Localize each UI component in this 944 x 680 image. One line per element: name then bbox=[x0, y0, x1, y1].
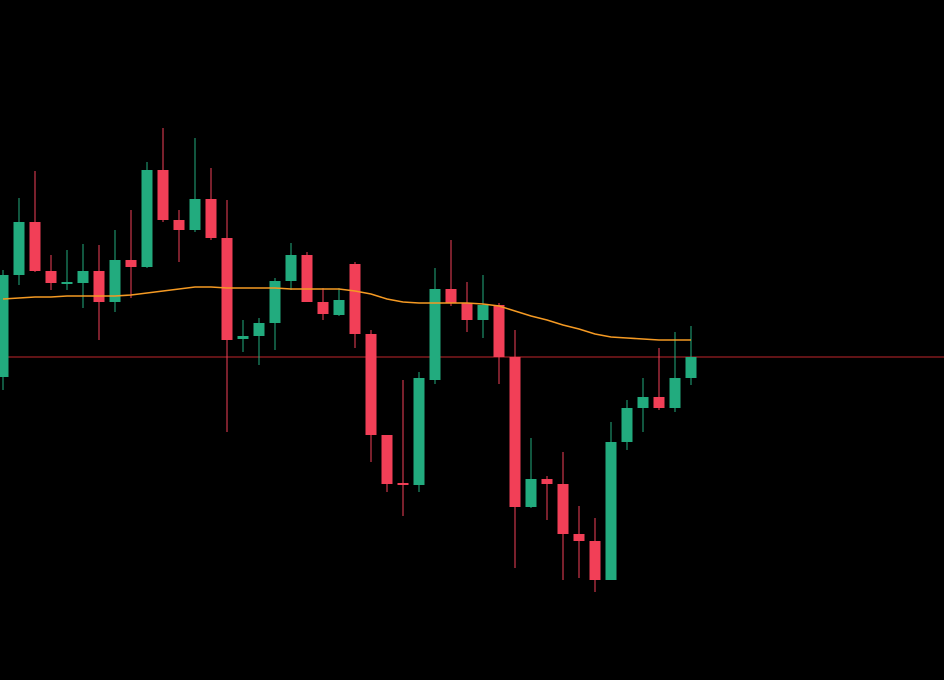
candle-body bbox=[109, 260, 121, 302]
candle-body bbox=[685, 357, 697, 378]
candle-body bbox=[381, 435, 393, 484]
candle-body bbox=[221, 238, 233, 340]
candle-body bbox=[29, 222, 41, 271]
candle-body bbox=[397, 483, 409, 485]
candle-body bbox=[525, 479, 537, 507]
candle-body bbox=[157, 170, 169, 220]
candle-body bbox=[637, 397, 649, 408]
candle-body bbox=[93, 271, 105, 302]
candle-body bbox=[605, 442, 617, 580]
candle-body bbox=[573, 534, 585, 541]
candle-body bbox=[0, 275, 9, 377]
candle-body bbox=[669, 378, 681, 408]
candle-body bbox=[333, 300, 345, 315]
candle-body bbox=[493, 305, 505, 357]
candle-body bbox=[205, 199, 217, 238]
candle-body bbox=[461, 303, 473, 320]
candle-body bbox=[13, 222, 25, 275]
moving-average bbox=[2, 286, 691, 341]
candle-body bbox=[589, 541, 601, 580]
candle-body bbox=[45, 271, 57, 283]
candle-body bbox=[301, 255, 313, 302]
candle-body bbox=[173, 220, 185, 230]
candle-body bbox=[77, 271, 89, 283]
candle-body bbox=[285, 255, 297, 281]
candle-body bbox=[365, 334, 377, 435]
candle-body bbox=[445, 289, 457, 303]
candle-body bbox=[237, 336, 249, 339]
candle-body bbox=[317, 302, 329, 314]
candle-body bbox=[141, 170, 153, 267]
candle-body bbox=[509, 357, 521, 507]
candle-body bbox=[253, 323, 265, 336]
candle-body bbox=[541, 479, 553, 484]
candle-body bbox=[125, 260, 137, 267]
candle-body bbox=[429, 289, 441, 380]
candle-body bbox=[413, 378, 425, 485]
candle-body bbox=[477, 305, 489, 320]
candle-body bbox=[269, 281, 281, 323]
candle-body bbox=[557, 484, 569, 534]
candle-body bbox=[349, 264, 361, 334]
candle-body bbox=[61, 282, 73, 284]
candle-body bbox=[653, 397, 665, 408]
candle-body bbox=[189, 199, 201, 230]
candle-body bbox=[621, 408, 633, 442]
